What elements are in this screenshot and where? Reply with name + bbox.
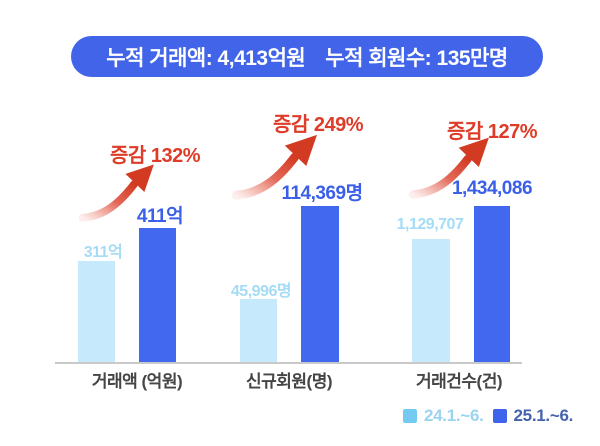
legend-label-prev: 24.1.~6. (424, 406, 484, 425)
bar-prev-orders (412, 239, 450, 362)
legend-label-curr: 25.1.~6. (513, 406, 574, 425)
category-label-orders: 거래건수(건) (415, 372, 503, 391)
value-label-curr-members: 114,369명 (281, 183, 363, 204)
value-label-prev-transactions: 311억 (83, 244, 123, 261)
bar-prev-transactions (78, 261, 115, 362)
value-label-curr-orders: 1,434,086 (451, 178, 533, 199)
bar-curr-orders (474, 206, 510, 362)
legend-item-prev: 24.1.~6. (403, 406, 484, 426)
banner-cumulative-amount: 누적 거래액: 4,413억원 (106, 46, 306, 70)
growth-label-members: 증감 249% (272, 114, 364, 136)
legend-swatch-curr (492, 409, 507, 423)
bar-prev-members (240, 299, 277, 362)
legend: 24.1.~6. 25.1.~6. (403, 406, 573, 426)
x-axis-line (55, 362, 522, 364)
growth-label-transactions: 증감 132% (109, 145, 201, 167)
growth-arrow-icon (408, 137, 489, 199)
legend-swatch-prev (403, 409, 417, 423)
banner-cumulative-members: 누적 회원수: 135만명 (325, 46, 508, 70)
legend-item-curr: 25.1.~6. (492, 406, 574, 426)
value-label-curr-transactions: 411억 (136, 206, 184, 227)
bar-curr-members (301, 206, 339, 362)
value-label-prev-members: 45,996명 (230, 283, 292, 300)
growth-arrow-icon (79, 164, 154, 222)
bar-curr-transactions (139, 228, 176, 362)
category-label-transactions: 거래액 (억원) (91, 372, 183, 391)
growth-label-orders: 증감 127% (446, 121, 538, 143)
category-label-members: 신규회원(명) (245, 372, 333, 391)
summary-banner: 누적 거래액: 4,413억원 누적 회원수: 135만명 (71, 36, 543, 77)
growth-arrow-icon (231, 134, 317, 200)
value-label-prev-orders: 1,129,707 (396, 216, 464, 233)
